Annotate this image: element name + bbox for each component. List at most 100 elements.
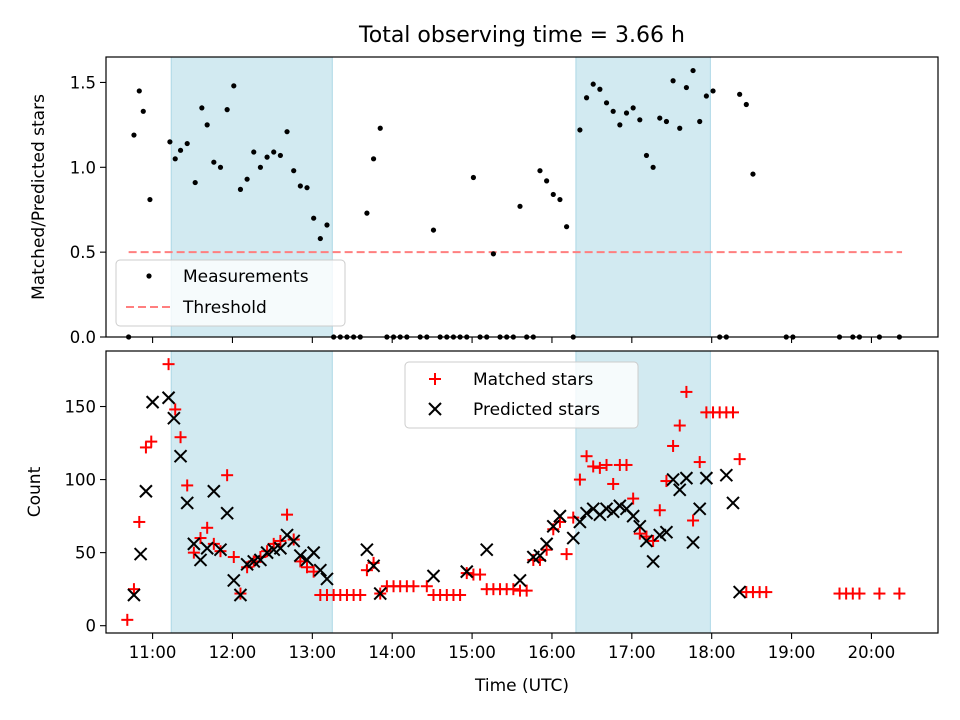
measurement-point [167, 139, 173, 145]
x-tick-label-4: 15:00 [448, 643, 496, 662]
bottom-legend: Matched stars Predicted stars [404, 361, 639, 429]
predicted-point [213, 543, 228, 557]
matched-point [267, 537, 280, 550]
top-y-tick-label-1: 0.5 [70, 243, 96, 262]
measurement-point [430, 227, 437, 233]
predicted-point [233, 588, 248, 602]
bottom-y-ticks: 0 50 100 150 [65, 398, 106, 636]
predicted-point [200, 541, 214, 555]
legend-threshold-label: Threshold [182, 298, 267, 318]
predicted-point [360, 543, 374, 557]
predicted-point [599, 502, 614, 516]
matched-point [460, 567, 473, 580]
predicted-point [639, 534, 654, 548]
top-shaded-interval-1 [575, 56, 711, 338]
measurement-point [623, 110, 630, 116]
measurement-point [650, 164, 656, 170]
x-axis-label: Time (UTC) [474, 676, 569, 696]
predicted-point [460, 564, 474, 579]
matched-point [600, 458, 613, 471]
measurement-point [697, 118, 703, 125]
measurement-point [192, 179, 198, 186]
measurement-point [550, 191, 556, 198]
predicted-point [306, 545, 321, 560]
legend-measurement-marker [146, 273, 152, 279]
bot-y-tick-label-3: 150 [65, 398, 97, 417]
measurement-point [583, 95, 590, 101]
measurement-point [304, 185, 310, 191]
matched-point [593, 461, 606, 474]
predicted-stars-series [127, 391, 747, 602]
predicted-point [187, 537, 201, 551]
predicted-point [426, 569, 441, 583]
measurement-point [199, 105, 205, 111]
measurement-point [224, 107, 230, 113]
measurement-point [617, 122, 623, 128]
predicted-point [167, 411, 181, 425]
matched-point [540, 543, 553, 556]
predicted-point [193, 553, 208, 567]
predicted-point [313, 563, 328, 577]
predicted-point [699, 471, 714, 485]
matched-point [454, 589, 467, 602]
predicted-point [207, 484, 221, 498]
predicted-point [480, 543, 494, 557]
predicted-point [666, 472, 680, 487]
predicted-point [533, 548, 547, 563]
matched-point [580, 450, 593, 463]
matched-point [354, 589, 367, 602]
predicted-point [673, 483, 687, 497]
matched-point [194, 532, 207, 545]
measurement-point [177, 147, 184, 153]
predicted-point [719, 468, 734, 482]
bot-y-tick-label-1: 50 [75, 544, 96, 563]
predicted-point [659, 525, 674, 539]
predicted-point [240, 557, 254, 572]
measurement-point [743, 101, 749, 108]
measurement-point [597, 86, 603, 92]
matched-point [281, 508, 294, 521]
matched-point [627, 492, 640, 505]
predicted-point [366, 559, 381, 573]
top-y-ticks: 0.0 0.5 1.0 1.5 [70, 73, 106, 347]
matched-point [274, 534, 287, 547]
matched-point [187, 546, 200, 559]
x-tick-label-7: 18:00 [688, 643, 736, 662]
bot-shaded-interval-0 [170, 350, 333, 634]
matched-point [420, 580, 433, 593]
top-y-tick-label-3: 1.5 [70, 73, 96, 92]
measurement-point [172, 156, 178, 162]
measurement-point [610, 108, 616, 114]
measurement-point [563, 224, 570, 230]
measurement-point [257, 164, 264, 170]
measurement-point [217, 164, 224, 170]
matched-point [693, 456, 706, 469]
measurement-point [737, 91, 743, 97]
bottom-legend-box [404, 361, 639, 429]
top-legend-box [115, 259, 346, 327]
measurement-point [277, 152, 283, 159]
measurement-point [211, 159, 217, 165]
predicted-point [579, 506, 594, 520]
predicted-point [227, 573, 241, 588]
predicted-point [732, 585, 747, 599]
predicted-point [546, 519, 560, 534]
predicted-point [220, 506, 234, 520]
matched-point [587, 460, 600, 473]
measurement-point [544, 178, 550, 184]
bot-y-tick-label-2: 100 [65, 471, 97, 490]
predicted-point [726, 496, 740, 510]
matched-point [567, 511, 580, 524]
predicted-point [286, 534, 301, 548]
matched-point [201, 521, 214, 534]
bottom-axes-frame [105, 350, 939, 634]
legend-measurements-label: Measurements [183, 267, 309, 287]
measurement-point [690, 67, 696, 74]
measurement-point [204, 122, 210, 128]
predicted-point [173, 449, 188, 463]
measurement-point [370, 156, 377, 162]
predicted-point [293, 548, 308, 563]
predicted-point [139, 484, 153, 498]
matched-point [653, 504, 666, 517]
matched-point [121, 613, 134, 626]
